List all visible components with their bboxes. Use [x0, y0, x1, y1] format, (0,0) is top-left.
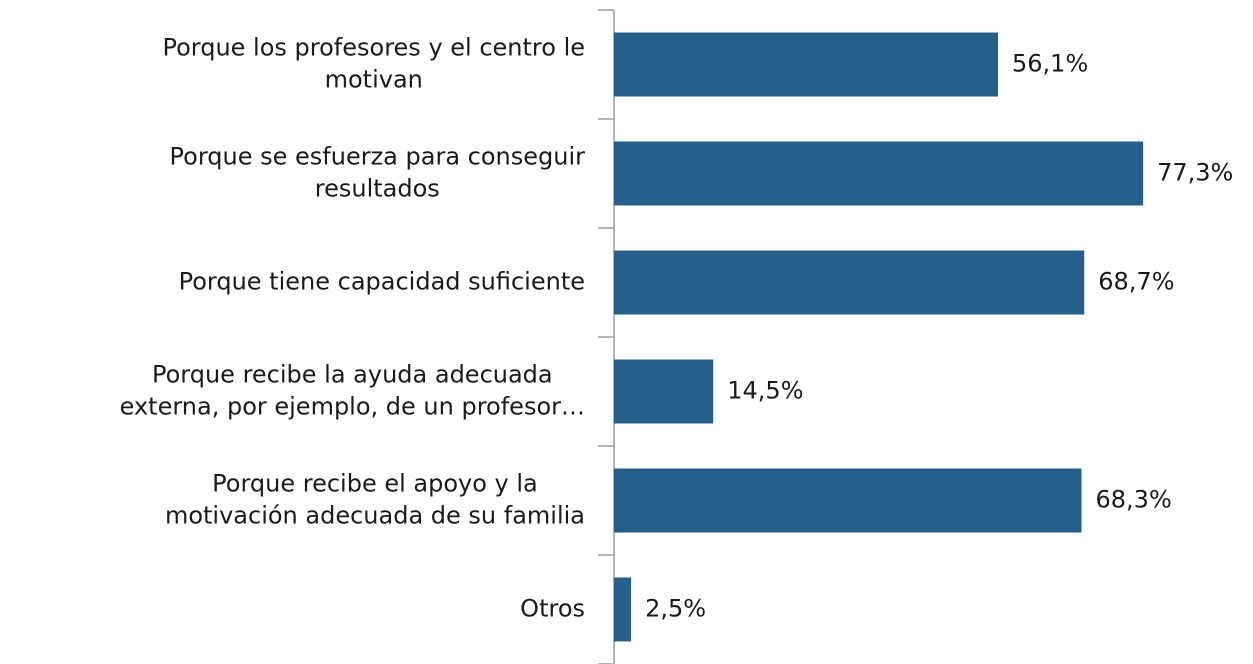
category-line: Porque recibe el apoyo y la — [212, 470, 538, 498]
category-line: motivan — [325, 66, 423, 94]
value-label: 77,3% — [1157, 159, 1233, 187]
category-line: Porque recibe la ayuda adecuada — [152, 361, 553, 389]
bar — [614, 32, 999, 97]
bar — [614, 141, 1144, 206]
category-line: Porque se esfuerza para conseguir — [170, 143, 586, 171]
value-label: 56,1% — [1012, 50, 1088, 78]
bar — [614, 468, 1082, 533]
category-line: Otros — [520, 595, 585, 623]
value-label: 68,3% — [1096, 486, 1172, 514]
category-line: Porque tiene capacidad suficiente — [179, 268, 585, 296]
category-line: resultados — [315, 175, 440, 203]
category-label: Porque se esfuerza para conseguir resulta… — [170, 143, 586, 203]
bar — [614, 359, 714, 424]
value-label: 14,5% — [727, 377, 803, 405]
category-label: Porque tiene capacidad suficiente — [179, 268, 585, 296]
category-line: externa, por ejemplo, de un profesor… — [120, 393, 585, 421]
category-label: Porque recibe la ayuda adecuada externa, … — [120, 361, 585, 421]
category-line: motivación adecuada de su familia — [165, 502, 585, 530]
category-label: Porque recibe el apoyo y la motivación ad… — [165, 470, 585, 530]
bar — [614, 250, 1085, 315]
bar — [614, 577, 632, 642]
category-label: Porque los profesores y el centro le moti… — [162, 34, 585, 94]
value-label: 2,5% — [645, 595, 706, 623]
category-label: Otros — [520, 595, 585, 623]
category-line: Porque los profesores y el centro le — [162, 34, 585, 62]
value-label: 68,7% — [1098, 268, 1174, 296]
